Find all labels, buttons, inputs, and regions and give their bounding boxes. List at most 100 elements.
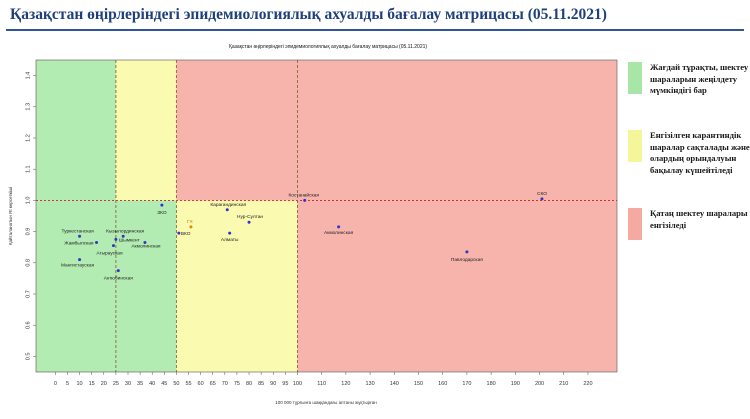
data-point: [111, 244, 115, 248]
x-tick-label: 90: [270, 381, 276, 387]
data-point: [337, 225, 341, 229]
x-axis-label: 100 000 тұрғынға шаққандағы аптаны жұқты…: [275, 400, 377, 405]
data-point: [95, 241, 99, 245]
x-tick-label: 200: [535, 381, 544, 387]
zones-layer: [36, 60, 618, 372]
x-tick-label: 50: [173, 381, 179, 387]
data-point-label: Мангистауская: [61, 263, 95, 269]
ticks-layer: 0 5 10 15 20 25 30 35 40 45 50 55 60 65 70 75 80 85 90 95 10…: [25, 72, 592, 387]
y-tick-label: 1.1: [25, 165, 31, 173]
zone-green: [36, 200, 177, 372]
x-tick-label: 160: [438, 381, 447, 387]
data-point-label: Акмолинская: [131, 244, 161, 250]
x-tick-label: 85: [258, 381, 264, 387]
page-title: Қазақстан өңірлеріндегі эпидемиологиялық…: [10, 6, 607, 23]
points-layer: ЗКО Туркестанская Кызылординская Жамбылская…: [61, 191, 547, 282]
x-tick-label: 5: [66, 381, 69, 387]
y-tick-label: 1.0: [25, 197, 31, 205]
x-tick-label: 20: [101, 381, 107, 387]
legend-swatch: [628, 130, 642, 162]
x-tick-label: 60: [198, 381, 204, 387]
zone-red: [176, 60, 618, 201]
data-point: [303, 198, 307, 202]
data-point: [114, 237, 118, 241]
plot-frame: [35, 59, 618, 373]
plot-frame-layer: [35, 59, 618, 373]
data-point-label: Актюбинская: [104, 276, 133, 282]
legend-swatch: [628, 62, 642, 94]
x-tick-label: 70: [222, 381, 228, 387]
legend-label: Жағдай тұрақты, шектеу шараларын жеңілде…: [650, 62, 749, 95]
x-tick-label: 95: [282, 381, 288, 387]
x-tick-label: 55: [185, 381, 191, 387]
data-point: [247, 220, 251, 224]
data-point-label: Шымкент: [119, 237, 141, 243]
x-tick-label: 15: [89, 381, 95, 387]
threshold-lines-layer: [36, 60, 617, 372]
y-tick-label: 0.5: [25, 353, 31, 361]
x-tick-label: 10: [77, 381, 83, 387]
y-tick-label: 0.9: [25, 228, 31, 236]
x-tick-label: 30: [125, 381, 131, 387]
title-divider: [6, 29, 744, 31]
x-tick-label: 0: [54, 381, 57, 387]
data-point-label: Алматы: [221, 237, 239, 243]
data-point: [78, 234, 82, 238]
data-point-label: Нур-Султан: [237, 214, 263, 220]
legend-label: Енгізілген карантиндік шаралар сақталады…: [650, 130, 750, 175]
x-tick-label: 45: [161, 381, 167, 387]
x-tick-label: 100: [293, 381, 302, 387]
y-tick-label: 0.6: [25, 321, 31, 329]
x-tick-label: 40: [149, 381, 155, 387]
data-point-label: СКО: [537, 191, 547, 197]
y-tick-label: 0.7: [25, 290, 31, 298]
data-point: [143, 241, 147, 245]
x-tick-label: 120: [341, 381, 350, 387]
data-point-label: Карагандинская: [210, 202, 246, 208]
data-point-label: Атырауская: [96, 251, 123, 257]
x-tick-label: 180: [487, 381, 496, 387]
data-point-label: Жамбылская: [64, 241, 94, 247]
legend-swatch: [628, 208, 642, 240]
y-tick-label: 1.4: [25, 72, 31, 80]
data-point: [116, 269, 120, 273]
data-point: [540, 197, 544, 201]
x-tick-label: 150: [414, 381, 423, 387]
chart-title: Қазақстан өңірлеріндегі эпидемиологиялық…: [229, 44, 427, 50]
zone-yellow: [115, 60, 177, 201]
data-point: [228, 231, 232, 235]
zone-yellow: [176, 200, 298, 372]
x-tick-label: 75: [234, 381, 240, 387]
x-tick-label: 80: [246, 381, 252, 387]
data-point: [78, 258, 82, 262]
x-tick-label: 170: [462, 381, 471, 387]
data-point-label: Костанайская: [288, 191, 319, 198]
zone-green: [36, 60, 116, 201]
data-point-label: Кызылординская: [106, 228, 144, 234]
data-point-label: Туркестанская: [61, 228, 94, 234]
data-point: [465, 250, 469, 254]
x-tick-label: 140: [390, 381, 399, 387]
legend-label: Қатаң шектеу шаралары енгізіледі: [650, 208, 748, 230]
x-tick-label: 35: [137, 381, 143, 387]
data-point: [160, 203, 164, 207]
data-point: [189, 225, 193, 229]
data-point: [121, 234, 125, 238]
y-tick-label: 1.3: [25, 103, 31, 111]
x-tick-label: 65: [210, 381, 216, 387]
y-tick-label: 0.8: [25, 259, 31, 267]
data-point: [177, 231, 181, 235]
x-tick-label: 220: [583, 381, 592, 387]
x-tick-label: 25: [113, 381, 119, 387]
x-tick-label: 190: [511, 381, 520, 387]
data-point-label: ГХ: [187, 219, 194, 225]
x-tick-label: 210: [559, 381, 568, 387]
y-axis-label: Қайталанатын Rt көрсеткіші: [7, 187, 13, 245]
data-point: [225, 208, 229, 212]
data-point-label: ВКО: [181, 231, 191, 237]
zone-red: [297, 200, 617, 372]
data-point-label: Акмолинская: [324, 230, 354, 236]
x-tick-label: 130: [365, 381, 374, 387]
data-point-label: Павлодарская: [451, 257, 483, 263]
